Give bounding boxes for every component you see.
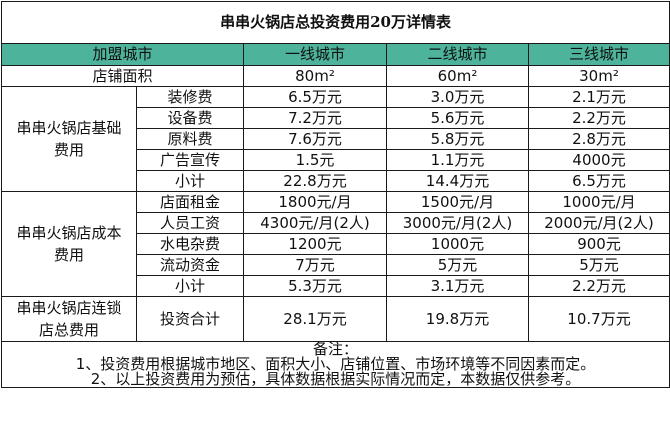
total-value: 10.7万元 [527,296,670,342]
area-value: 30 [579,66,599,85]
header-tier1: 一线城市 [243,43,387,66]
row-value: 1500元/月 [386,191,529,213]
row-item: 流动资金 [136,254,244,276]
row-value: 5.3万元 [243,275,387,297]
cost-table: 串串火锅店总投资费用20万详情表 加盟城市 一线城市 二线城市 三线城市 店铺面… [0,1,670,388]
row-value: 7.2万元 [243,107,387,129]
table-row: 流动资金 7万元 5万元 5万元 [2,254,670,276]
total-item: 投资合计 [136,296,244,342]
basic-group-label: 串串火锅店基础费用 [1,86,137,192]
row-value: 900元 [527,233,670,255]
notes-heading: 备注： [313,341,359,358]
area-unit: m² [598,66,619,85]
row-value: 22.8万元 [243,170,387,192]
row-value: 2.1万元 [527,86,670,108]
row-item: 装修费 [136,86,244,108]
header-tier2: 二线城市 [386,43,529,66]
row-value: 5.8万元 [386,128,529,150]
table-row: 串串火锅店基础费用 装修费 6.5万元 3.0万元 2.1万元 [1,86,670,192]
row-item: 店面租金 [136,191,244,213]
row-value: 3000元/月(2人) [386,212,529,234]
table-row: 水电杂费 1200元 1000元 900元 [2,233,670,255]
row-value: 4000元 [527,149,670,171]
area-row: 店铺面积 80m² 60m² 30m² [1,65,670,87]
notes-row: 备注： 1、投资费用根据城市地区、面积大小、店铺位置、市场环境等不同因素而定。 … [0,341,670,388]
row-value: 2000元/月(2人) [527,212,670,234]
row-value: 6.5万元 [243,86,387,108]
row-value: 7.6万元 [243,128,387,150]
notes-line: 1、投资费用根据城市地区、面积大小、店铺位置、市场环境等不同因素而定。 [75,355,596,373]
row-value: 2.2万元 [527,107,670,129]
subtotal-row: 小计 22.8万元 14.4万元 6.5万元 [2,170,670,192]
total-value: 19.8万元 [386,296,529,342]
row-item: 小计 [136,275,244,297]
title-row: 串串火锅店总投资费用20万详情表 [0,1,670,44]
row-value: 14.4万元 [386,170,529,192]
row-value: 1.5元 [243,149,387,171]
row-value: 5.6万元 [386,107,529,129]
total-group-label: 串串火锅店连锁店总费用 [1,296,137,342]
total-row: 串串火锅店连锁店总费用 投资合计 28.1万元 19.8万元 10.7万元 [1,296,670,342]
row-value: 1800元/月 [243,191,387,213]
area-tier1: 80m² [243,65,387,87]
row-item: 水电杂费 [136,233,244,255]
header-city-label: 加盟城市 [1,43,244,66]
area-value: 80 [295,66,315,85]
row-value: 2.8万元 [527,128,670,150]
total-value: 28.1万元 [243,296,387,342]
row-item: 小计 [136,170,244,192]
row-value: 7万元 [243,254,387,276]
table-row: 串串火锅店成本费用 店面租金 1800元/月 1500元/月 1000元/月 [1,191,670,297]
row-value: 4300元/月(2人) [243,212,387,234]
row-value: 1200元 [243,233,387,255]
row-value: 5万元 [527,254,670,276]
row-item: 人员工资 [136,212,244,234]
row-item: 设备费 [136,107,244,129]
area-unit: m² [456,66,478,85]
cost-group-label: 串串火锅店成本费用 [1,191,137,297]
table-title: 串串火锅店总投资费用20万详情表 [0,1,670,44]
area-label: 店铺面积 [1,65,244,87]
row-value: 5万元 [386,254,529,276]
row-value: 3.0万元 [386,86,529,108]
table-row: 广告宣传 1.5元 1.1万元 4000元 [2,149,670,171]
header-row: 加盟城市 一线城市 二线城市 三线城市 [1,43,670,66]
notes-line: 2、以上投资费用为预估，具体数据根据实际情况而定，本数据仅供参考。 [90,370,581,388]
row-value: 1.1万元 [386,149,529,171]
row-item: 广告宣传 [136,149,244,171]
row-value: 6.5万元 [527,170,670,192]
area-tier3: 30m² [527,65,670,87]
area-tier2: 60m² [386,65,529,87]
row-value: 1000元 [386,233,529,255]
header-tier3: 三线城市 [527,43,670,66]
area-unit: m² [314,66,335,85]
row-value: 3.1万元 [386,275,529,297]
area-value: 60 [437,66,457,85]
row-value: 1000元/月 [527,191,670,213]
notes-cell: 备注： 1、投资费用根据城市地区、面积大小、店铺位置、市场环境等不同因素而定。 … [0,341,670,388]
row-value: 2.2万元 [527,275,670,297]
table-row: 人员工资 4300元/月(2人) 3000元/月(2人) 2000元/月(2人) [2,212,670,234]
row-item: 原料费 [136,128,244,150]
